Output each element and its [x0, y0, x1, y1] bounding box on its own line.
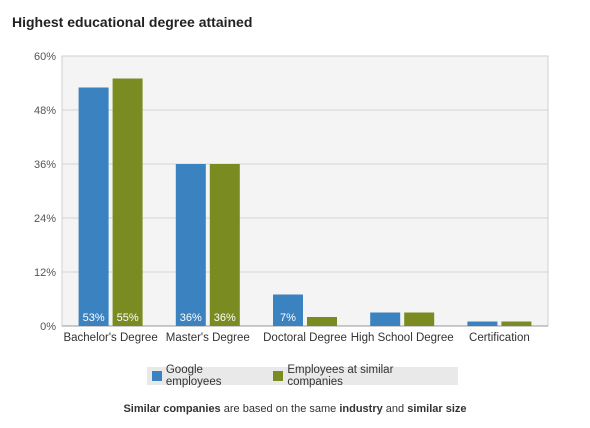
- bar-similar: [501, 321, 532, 326]
- footnote-text-2: and: [382, 403, 408, 415]
- bar-similar: [307, 317, 337, 326]
- x-category-label: Master's Degree: [166, 332, 250, 344]
- legend-swatch-similar: [273, 371, 284, 381]
- bar-similar: [209, 164, 240, 326]
- bar-data-label: 36%: [214, 312, 236, 324]
- y-tick-label: 48%: [34, 105, 56, 117]
- y-tick-label: 60%: [34, 51, 56, 63]
- y-tick-label: 24%: [34, 213, 56, 225]
- plot-area: [61, 55, 549, 327]
- legend-item-similar[interactable]: Employees at similar companies: [273, 364, 450, 388]
- y-tick-label: 0%: [40, 321, 56, 333]
- bar-data-label: 36%: [180, 312, 202, 324]
- bar-google: [370, 312, 401, 326]
- y-tick-label: 12%: [34, 267, 56, 279]
- bar-google: [78, 87, 109, 326]
- bar-similar: [112, 78, 143, 326]
- bar-google: [175, 164, 206, 326]
- x-category-label: Doctoral Degree: [263, 332, 347, 344]
- x-category-label: Certification: [469, 332, 530, 344]
- bar-similar: [404, 312, 435, 326]
- legend-label-similar: Employees at similar companies: [287, 364, 394, 388]
- y-tick-label: 36%: [34, 159, 56, 171]
- footnote-bold-industry: industry: [339, 403, 383, 415]
- bar-data-label: 55%: [117, 312, 139, 324]
- legend-item-google[interactable]: Google employees: [152, 364, 260, 388]
- bar-data-label: 53%: [83, 312, 105, 324]
- x-category-label: High School Degree: [351, 332, 454, 344]
- legend-label-google: Google employees: [165, 364, 222, 388]
- footnote-bold-similar-size: similar size: [407, 403, 467, 415]
- chart-legend: Google employees Employees at similar co…: [147, 364, 458, 388]
- bar-chart: 0% 12% 24% 36% 48% 60% 53% 55% Bachelor's Degree…: [34, 51, 549, 344]
- footnote: Similar companies are based on the same …: [0, 403, 590, 415]
- chart-title: Highest educational degree attained: [12, 14, 253, 30]
- footnote-bold-similar-companies: Similar companies: [123, 403, 221, 415]
- footnote-text-1: are based on the same: [220, 403, 340, 415]
- bar-google: [273, 294, 303, 326]
- x-category-label: Bachelor's Degree: [63, 332, 157, 344]
- legend-swatch-google: [152, 371, 162, 381]
- bar-data-label: 7%: [280, 312, 296, 324]
- bar-google: [467, 321, 498, 326]
